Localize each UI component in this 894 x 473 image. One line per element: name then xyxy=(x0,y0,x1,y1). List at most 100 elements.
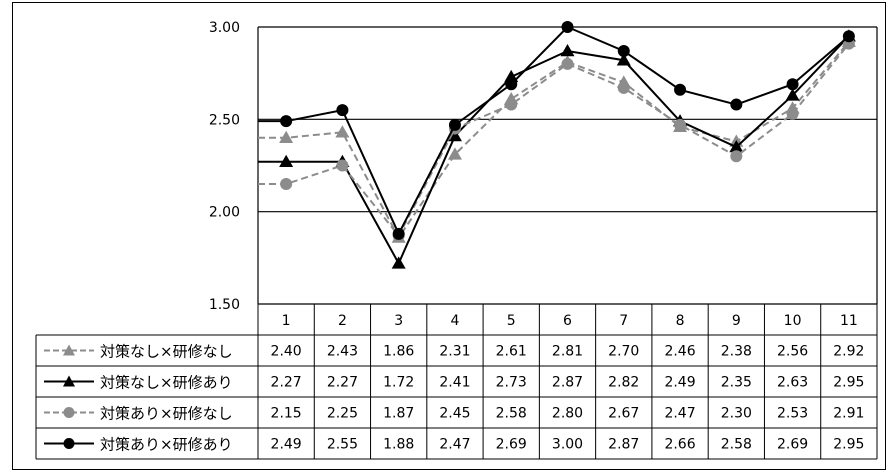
data-point xyxy=(279,154,294,168)
data-label: 2.66 xyxy=(664,437,695,453)
legend-label: 対策あり×研修なし xyxy=(100,405,233,423)
data-point xyxy=(674,83,687,96)
x-tick-label: 7 xyxy=(619,313,628,329)
data-point xyxy=(280,177,293,190)
x-tick-label: 10 xyxy=(784,313,802,329)
data-point xyxy=(336,159,349,172)
data-point xyxy=(616,53,631,66)
data-label: 2.82 xyxy=(608,375,639,391)
data-label: 2.31 xyxy=(439,344,470,360)
x-tick-label: 6 xyxy=(563,313,572,329)
data-label: 2.55 xyxy=(327,437,358,453)
legend-marker xyxy=(63,375,75,387)
data-point xyxy=(561,57,574,70)
lines-layer xyxy=(258,21,856,269)
data-label: 2.45 xyxy=(439,406,470,422)
data-label: 2.95 xyxy=(833,437,864,453)
data-label: 2.38 xyxy=(721,344,752,360)
y-tick-label: 2.00 xyxy=(209,205,240,221)
data-label: 2.87 xyxy=(552,375,583,391)
data-point xyxy=(842,30,855,43)
data-label: 2.35 xyxy=(721,375,752,391)
data-point xyxy=(617,45,630,58)
legend-entry: 対策あり×研修なし xyxy=(44,405,233,423)
y-tick-label: 1.50 xyxy=(209,297,240,313)
data-label: 2.69 xyxy=(777,437,808,453)
x-tick-label: 9 xyxy=(732,313,741,329)
legend-label: 対策なし×研修あり xyxy=(100,374,233,392)
series-4 xyxy=(258,21,855,240)
data-point xyxy=(560,44,575,57)
data-point xyxy=(674,118,687,131)
data-point xyxy=(391,256,406,269)
data-label: 2.27 xyxy=(327,375,358,391)
data-point xyxy=(505,98,518,111)
data-label: 2.81 xyxy=(552,344,583,360)
data-point xyxy=(786,78,799,91)
y-tick-label: 3.00 xyxy=(209,20,240,36)
data-point xyxy=(730,150,743,163)
data-point xyxy=(561,21,574,33)
data-label: 2.41 xyxy=(439,375,470,391)
data-point xyxy=(617,81,630,94)
legend-marker xyxy=(63,407,75,418)
series-2 xyxy=(258,29,856,269)
data-label: 2.46 xyxy=(664,344,695,360)
chart-frame xyxy=(12,2,886,470)
y-tick-label: 2.50 xyxy=(209,112,240,128)
data-label: 2.49 xyxy=(664,375,695,391)
data-label: 2.69 xyxy=(496,437,527,453)
data-point xyxy=(504,69,519,83)
data-point xyxy=(447,128,462,142)
data-table: 1 2 3 4 5 6 7 8 9 10 11 対策なし×研修なし 2.40 2.43 1.86 2.31 2.… xyxy=(35,303,878,460)
data-label: 2.80 xyxy=(552,406,583,422)
data-point xyxy=(729,140,744,153)
series-line xyxy=(258,41,850,240)
data-point xyxy=(785,88,800,101)
data-label: 1.72 xyxy=(383,375,414,391)
series-line xyxy=(258,35,850,266)
data-point xyxy=(335,125,350,138)
legend-entry: 対策なし×研修なし xyxy=(44,343,233,361)
data-label: 2.95 xyxy=(833,375,864,391)
data-label: 2.61 xyxy=(496,344,527,360)
legend-marker xyxy=(63,438,75,449)
data-label: 2.58 xyxy=(496,406,527,422)
data-label: 2.53 xyxy=(777,406,808,422)
data-label: 2.92 xyxy=(833,344,864,360)
data-label: 2.47 xyxy=(664,406,695,422)
data-label: 1.87 xyxy=(383,406,414,422)
data-point xyxy=(730,98,743,111)
grid-layer: 3.00 2.50 2.00 1.50 xyxy=(209,20,878,313)
data-point xyxy=(448,118,461,131)
data-label: 2.67 xyxy=(608,406,639,422)
legend-label: 対策なし×研修なし xyxy=(100,343,233,361)
legend-marker xyxy=(63,344,75,356)
series-line xyxy=(258,25,850,237)
data-label: 1.86 xyxy=(383,344,414,360)
x-tick-label: 5 xyxy=(507,313,516,329)
x-tick-label: 4 xyxy=(450,313,459,329)
x-tick-label: 11 xyxy=(840,313,858,329)
data-label: 2.56 xyxy=(777,344,808,360)
x-tick-label: 8 xyxy=(676,313,685,329)
x-tick-label: 2 xyxy=(338,313,347,329)
data-point xyxy=(280,115,293,128)
data-label: 2.47 xyxy=(439,437,470,453)
data-label: 2.27 xyxy=(271,375,302,391)
legend-label: 対策あり×研修あり xyxy=(100,436,233,454)
data-label: 1.88 xyxy=(383,437,414,453)
data-label: 2.73 xyxy=(496,375,527,391)
data-label: 2.15 xyxy=(271,406,302,422)
series-line xyxy=(258,42,850,238)
data-label: 2.87 xyxy=(608,437,639,453)
data-label: 2.40 xyxy=(271,344,302,360)
data-label: 2.91 xyxy=(833,406,864,422)
legend-entry: 対策あり×研修あり xyxy=(44,436,233,454)
data-label: 2.49 xyxy=(271,437,302,453)
data-point xyxy=(336,104,349,117)
data-point xyxy=(392,227,405,240)
series-3 xyxy=(258,37,855,242)
data-label: 2.25 xyxy=(327,406,358,422)
